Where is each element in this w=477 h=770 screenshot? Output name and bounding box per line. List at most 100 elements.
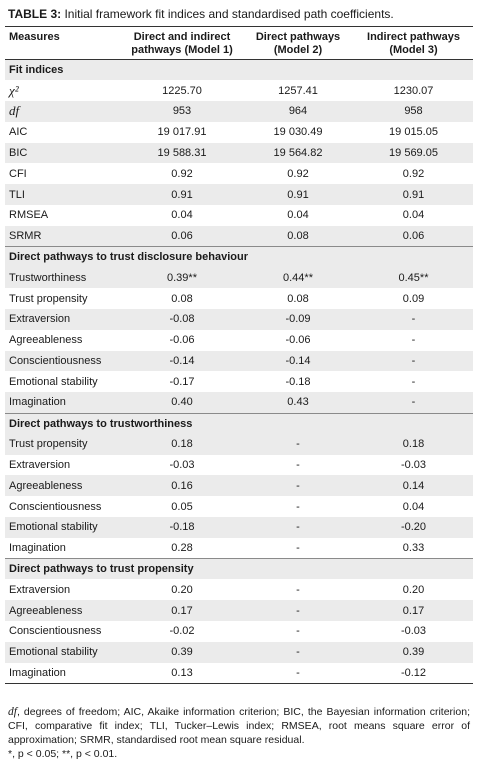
table-row: Trustworthiness 0.39** 0.44** 0.45** bbox=[5, 267, 473, 289]
model2-value: - bbox=[242, 517, 354, 538]
model3-value: - bbox=[354, 350, 473, 372]
row-label: Agreeableness bbox=[5, 600, 122, 622]
model1-value: 0.20 bbox=[171, 583, 193, 596]
model3-value: 0.45** bbox=[354, 267, 473, 289]
model2-value: -0.09 bbox=[242, 309, 354, 330]
row-label: Conscientiousness bbox=[5, 350, 122, 372]
model2-value: 0.91 bbox=[242, 184, 354, 206]
model3-value: 19 015.05 bbox=[389, 126, 438, 139]
model1-value: -0.17 bbox=[169, 375, 195, 388]
section-title: Direct pathways to trust propensity bbox=[5, 558, 473, 580]
table-notes: df, degrees of freedom; AIC, Akaike info… bbox=[8, 705, 470, 761]
table-header-row: Measures Direct and indirect pathways (M… bbox=[5, 26, 473, 60]
model2-value: 0.44** bbox=[242, 267, 354, 289]
table-row: SRMR 0.06 0.08 0.06 bbox=[5, 225, 473, 247]
model1-value: 0.06 bbox=[122, 225, 242, 247]
model1-value: -0.14 bbox=[122, 350, 242, 372]
row-label: BIC bbox=[5, 142, 122, 164]
model2-value: - bbox=[242, 475, 354, 497]
row-label: Trust propensity bbox=[5, 433, 122, 455]
table-body: Fit indices χ² 1225.70 1257.41 1230.07 df 953 9… bbox=[5, 59, 473, 684]
model2-value: - bbox=[296, 500, 300, 513]
section-header-row: Fit indices bbox=[5, 59, 473, 81]
model2-value: 0.92 bbox=[287, 167, 309, 180]
table-row: df 953 964 958 bbox=[5, 101, 473, 122]
table-row: Conscientiousness -0.14 -0.14- bbox=[5, 350, 473, 372]
model2-value: - bbox=[296, 459, 300, 472]
model2-value: -0.06 bbox=[285, 334, 311, 347]
row-label: Conscientiousness bbox=[9, 625, 102, 638]
row-label: Emotional stability bbox=[5, 641, 122, 663]
table-row: Trust propensity 0.08 0.08 0.09 bbox=[5, 288, 473, 309]
model2-value: 964 bbox=[242, 101, 354, 122]
model2-value: - bbox=[296, 625, 300, 638]
model1-value: 0.13 bbox=[122, 662, 242, 684]
model3-value: - bbox=[411, 375, 416, 388]
table-row: TLI 0.91 0.91 0.91 bbox=[5, 184, 473, 206]
model1-value: 0.17 bbox=[122, 600, 242, 622]
model3-value: - bbox=[354, 392, 473, 414]
model1-value: 953 bbox=[122, 101, 242, 122]
model1-value: -0.06 bbox=[169, 334, 195, 347]
row-label: Agreeableness bbox=[5, 475, 122, 497]
table-caption-text: Initial framework fit indices and standa… bbox=[64, 7, 394, 21]
results-table: Measures Direct and indirect pathways (M… bbox=[5, 26, 473, 684]
row-label: RMSEA bbox=[9, 209, 49, 222]
model2-value: 0.08 bbox=[287, 292, 309, 305]
table-row: Imagination 0.13- -0.12 bbox=[5, 662, 473, 684]
table-row: Extraversion -0.03 - -0.03 bbox=[5, 455, 473, 476]
row-label: Extraversion bbox=[5, 309, 122, 330]
model2-value: - bbox=[242, 662, 354, 684]
model2-value: 0.08 bbox=[242, 225, 354, 247]
model2-value: - bbox=[296, 541, 300, 554]
table-row: χ² 1225.70 1257.41 1230.07 bbox=[5, 80, 473, 101]
model1-value: -0.18 bbox=[122, 517, 242, 538]
model1-value: 0.92 bbox=[171, 167, 193, 180]
model1-value: 0.16 bbox=[122, 475, 242, 497]
abbreviation-text: , degrees of freedom; AIC, Akaike inform… bbox=[8, 706, 470, 746]
df-abbr: df bbox=[8, 706, 17, 718]
model3-value: 0.39 bbox=[354, 641, 473, 663]
model1-value: -0.08 bbox=[122, 309, 242, 330]
model1-value: 0.28 bbox=[171, 541, 193, 554]
model1-value: -0.03 bbox=[169, 459, 195, 472]
model3-value: 0.33 bbox=[402, 541, 425, 554]
model2-value: - bbox=[296, 583, 300, 596]
row-label: Extraversion bbox=[9, 583, 71, 596]
section-header-row: Direct pathways to trustworthiness bbox=[5, 412, 473, 434]
row-label: Extraversion bbox=[9, 459, 71, 472]
table-row: Conscientiousness 0.05 - 0.04 bbox=[5, 496, 473, 517]
model1-value: 19 017.91 bbox=[157, 126, 207, 139]
model3-value: 0.14 bbox=[354, 475, 473, 497]
table-row: Imagination 0.28 - 0.33 bbox=[5, 538, 473, 559]
table-row: Agreeableness 0.16-0.14 bbox=[5, 475, 473, 497]
section-title: Direct pathways to trust disclosure beha… bbox=[5, 246, 473, 268]
model1-value: 0.91 bbox=[122, 184, 242, 206]
row-label: Agreeableness bbox=[9, 334, 83, 347]
model2-value: - bbox=[242, 433, 354, 455]
model3-value: 0.04 bbox=[402, 209, 425, 222]
header-model2: Direct pathways (Model 2) bbox=[242, 26, 354, 60]
table-row: Emotional stability 0.39-0.39 bbox=[5, 641, 473, 663]
section-header-row: Direct pathways to trust propensity bbox=[5, 558, 473, 580]
row-label: χ² bbox=[9, 82, 19, 98]
table-row: AIC 19 017.91 19 030.49 19 015.05 bbox=[5, 122, 473, 143]
table-caption: TABLE 3: Initial framework fit indices a… bbox=[8, 6, 394, 22]
model2-value: 1257.41 bbox=[278, 84, 318, 97]
model3-value: 0.04 bbox=[402, 500, 425, 513]
model1-value: 0.08 bbox=[171, 292, 193, 305]
model3-value: -0.03 bbox=[400, 459, 427, 472]
table-row: Emotional stability -0.17 -0.18 - bbox=[5, 371, 473, 392]
table-row: Emotional stability -0.18- -0.20 bbox=[5, 517, 473, 538]
model1-value: 0.05 bbox=[171, 500, 193, 513]
table-row: CFI 0.92 0.92 0.92 bbox=[5, 163, 473, 184]
row-label: Trustworthiness bbox=[5, 267, 122, 289]
model2-value: 19 564.82 bbox=[242, 142, 354, 164]
model3-value: 0.92 bbox=[402, 167, 425, 180]
model3-value: 0.20 bbox=[402, 583, 425, 596]
row-label: Emotional stability bbox=[9, 375, 98, 388]
model3-value: 1230.07 bbox=[393, 84, 434, 97]
table-row: RMSEA 0.04 0.04 0.04 bbox=[5, 205, 473, 226]
section-title: Fit indices bbox=[5, 59, 473, 81]
model3-value: 0.06 bbox=[354, 225, 473, 247]
